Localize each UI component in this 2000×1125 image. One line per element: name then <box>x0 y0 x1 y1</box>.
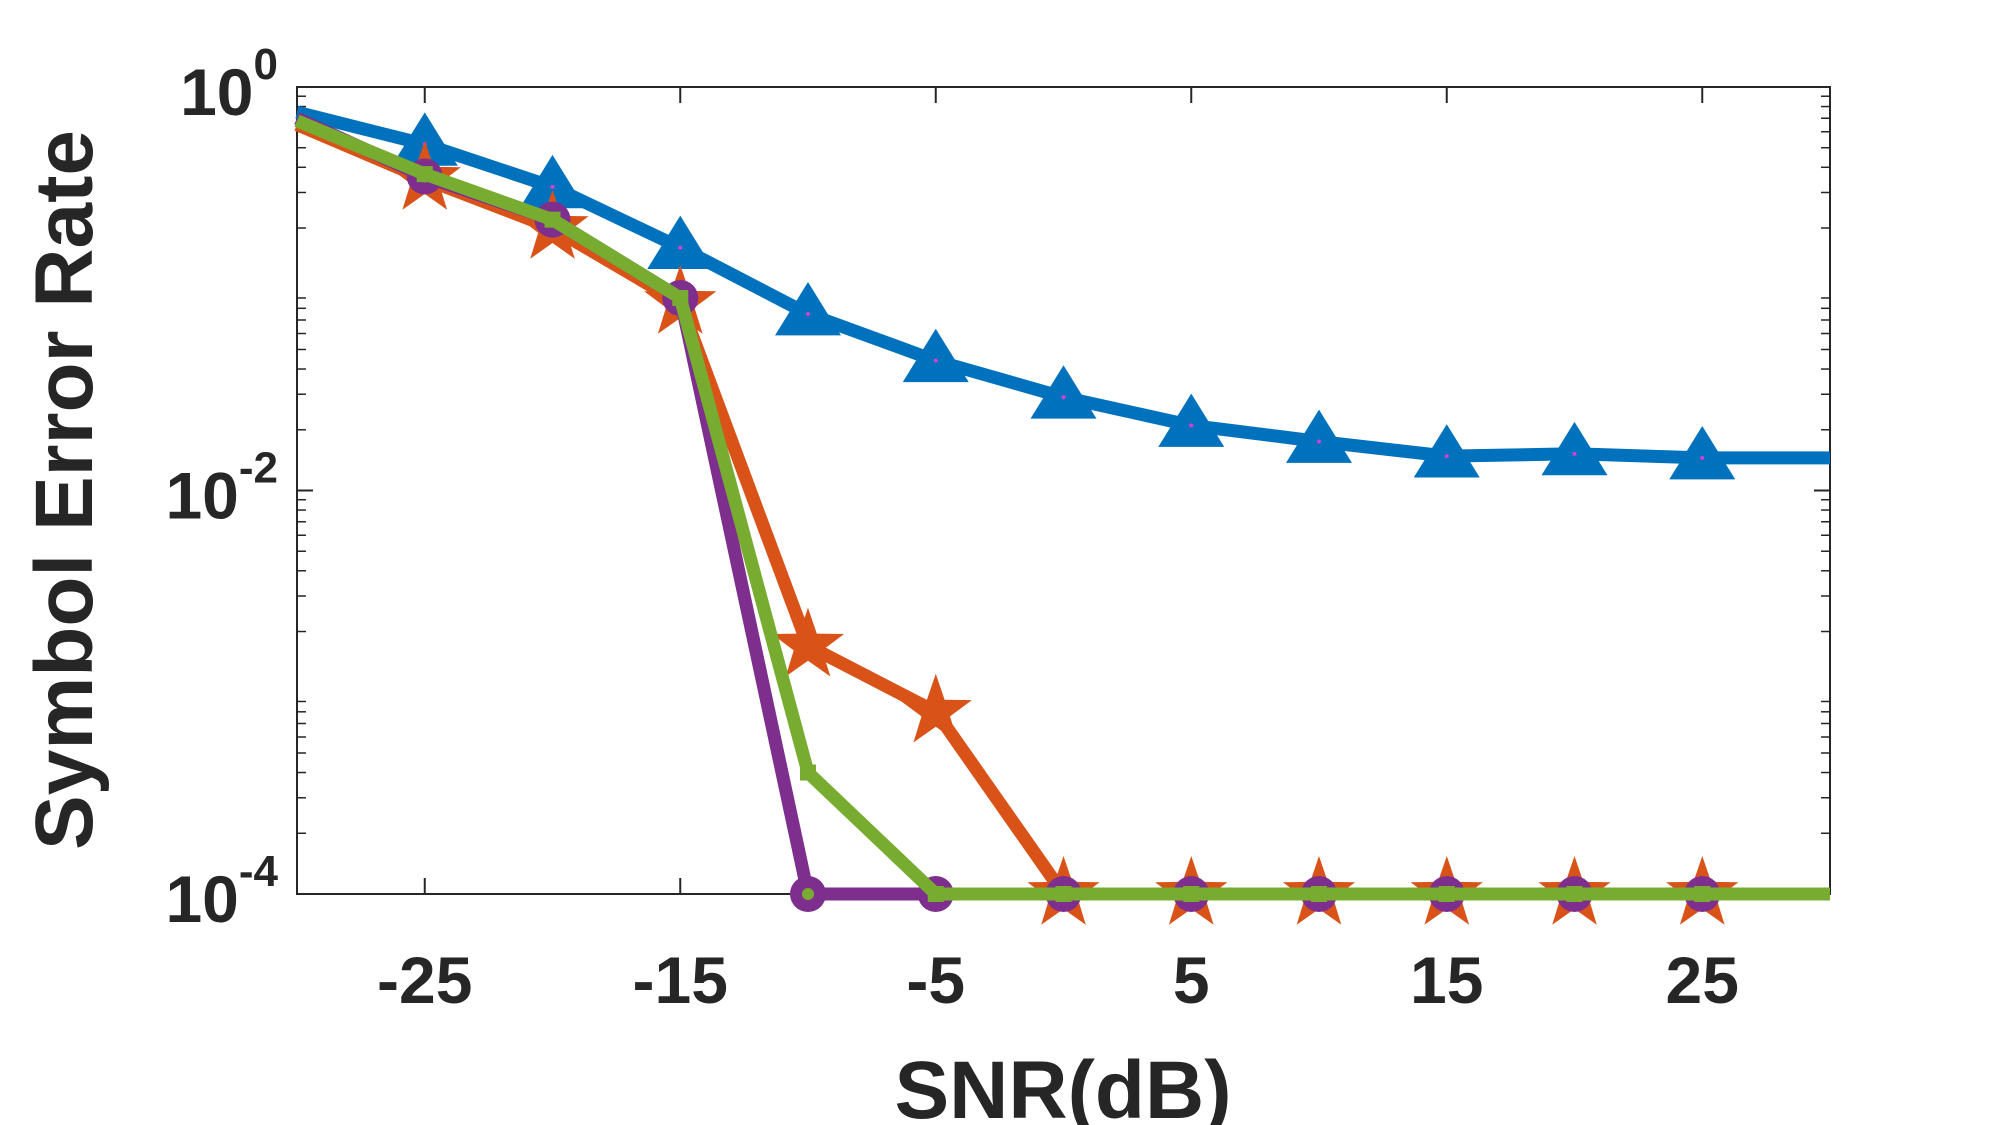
marker-center-dot <box>678 245 683 250</box>
square-marker <box>544 211 561 228</box>
square-marker <box>1183 886 1200 902</box>
square-marker <box>1438 886 1455 902</box>
marker-center-dot <box>806 311 810 316</box>
x-tick-label: 15 <box>1410 943 1483 1017</box>
x-tick-label: -15 <box>633 943 728 1017</box>
square-marker <box>1694 886 1711 902</box>
plot-area <box>294 86 1831 925</box>
triangle-marker <box>1413 424 1480 478</box>
x-axis-title: SNR(dB) <box>894 1045 1231 1125</box>
square-marker <box>927 886 944 902</box>
y-tick-label-exponent: -2 <box>239 444 278 493</box>
marker-center-dot <box>1189 423 1194 428</box>
y-tick-label-base: 10 <box>165 862 238 936</box>
x-tick-label: -5 <box>906 943 965 1017</box>
square-marker <box>1055 886 1072 902</box>
square-marker <box>1311 886 1327 902</box>
major-ticks <box>297 86 1830 895</box>
square-marker <box>416 166 433 183</box>
triangle-marker <box>1541 421 1608 476</box>
triangle-marker <box>1286 409 1352 463</box>
square-marker <box>1566 886 1583 902</box>
marker-center-dot <box>933 358 938 363</box>
x-tick-label: -25 <box>377 943 472 1017</box>
x-tick-labels: -25 -15 -5 5 15 25 <box>377 943 1739 1017</box>
y-axis-title: Symbol Error Rate <box>19 130 110 850</box>
marker-center-dot <box>1700 455 1705 460</box>
x-tick-label: 5 <box>1173 943 1210 1017</box>
marker-center-dot <box>550 184 555 189</box>
triangle-marker <box>775 282 841 336</box>
marker-center-dot <box>1444 454 1449 459</box>
y-tick-label: 100 <box>180 40 278 129</box>
triangle-marker <box>1158 393 1225 447</box>
marker-center-dot <box>1317 439 1321 444</box>
y-tick-label: 10-2 <box>165 444 278 533</box>
y-tick-label-base: 10 <box>180 55 253 129</box>
series-layer <box>294 105 1830 925</box>
triangle-marker <box>1669 426 1736 480</box>
y-tick-label-exponent: 0 <box>254 40 278 89</box>
marker-center-dot <box>1572 451 1577 456</box>
y-tick-label-exponent: -4 <box>239 847 279 896</box>
triangle-marker <box>1030 365 1097 419</box>
marker-center-dot <box>1061 395 1066 400</box>
star-marker <box>899 673 972 743</box>
square-marker <box>800 764 816 781</box>
series-triangle <box>295 105 1830 480</box>
minor-ticks <box>297 95 1830 835</box>
series-square <box>294 114 1830 902</box>
square-marker <box>672 289 689 306</box>
marker-center-dot <box>802 888 814 900</box>
y-tick-label: 10-4 <box>165 847 278 936</box>
x-tick-label: 25 <box>1666 943 1739 1017</box>
y-tick-label-base: 10 <box>165 459 238 533</box>
star-marker <box>771 607 845 677</box>
triangle-marker <box>902 328 969 383</box>
